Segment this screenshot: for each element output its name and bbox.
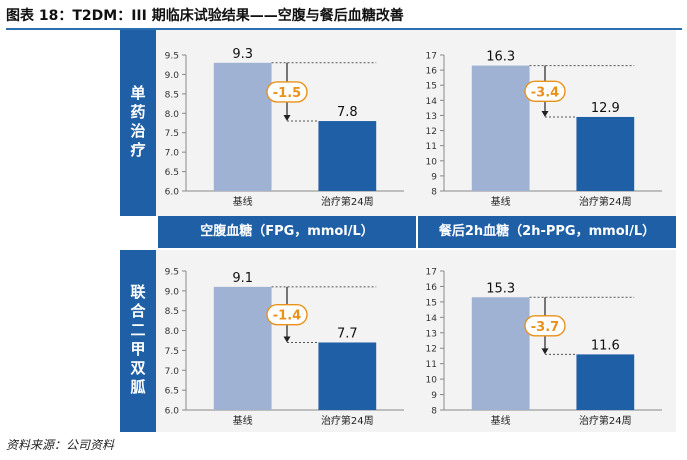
x-category-label: 基线 [491,195,511,208]
bar-baseline [471,65,530,191]
y-tick-label: 10 [426,376,438,386]
y-tick-label: 9.5 [165,52,179,62]
y-tick-label: 6.5 [165,168,179,178]
y-tick-label: 17 [426,268,437,278]
source-note: 资料来源：公司资料 [6,438,115,452]
bar-value-label: 15.3 [486,281,515,296]
delta-badge [524,315,566,337]
column-label-fpg: 空腹血糖（FPG，mmol/L） [158,216,416,248]
delta-badge [524,80,566,102]
bar-baseline [471,297,530,410]
bar-value-label: 7.7 [337,326,358,341]
x-category-label: 治疗第24周 [579,414,632,427]
x-category-label: 治疗第24周 [579,195,632,208]
bar-value-label: 16.3 [486,50,515,65]
y-tick-label: 8.5 [165,307,179,317]
y-tick-label: 11 [426,142,437,152]
delta-label: -1.4 [273,309,301,324]
bar-value-label: 9.3 [232,47,253,62]
row-label-monotherapy: 单药治疗 [120,30,156,216]
delta-arrow-head [541,348,549,355]
y-tick-label: 9 [431,172,437,182]
y-tick-label: 6.5 [165,387,179,397]
bar-baseline [213,62,272,192]
x-category-label: 治疗第24周 [321,414,374,427]
y-tick-label: 12 [426,127,437,137]
y-tick-label: 12 [426,345,437,355]
bar-value-label: 9.1 [232,271,253,286]
y-tick-label: 9.0 [165,71,180,81]
x-category-label: 基线 [233,195,253,208]
delta-arrow-head [283,115,291,122]
y-tick-label: 15 [426,298,437,308]
bar-value-label: 11.6 [591,338,620,353]
delta-arrow-head [283,336,291,343]
y-tick-label: 8.5 [165,90,179,100]
y-tick-label: 7.0 [165,149,180,159]
y-tick-label: 16 [426,67,438,77]
y-tick-label: 14 [426,97,438,107]
y-tick-label: 9.0 [165,287,180,297]
y-tick-label: 11 [426,360,437,370]
delta-label: -3.7 [531,320,559,335]
bar-baseline [213,286,272,410]
bar-value-label: 7.8 [337,105,358,120]
x-category-label: 治疗第24周 [321,195,374,208]
column-label-ppg: 餐后2h血糖（2h-PPG，mmol/L） [418,216,676,248]
y-tick-label: 13 [426,329,437,339]
delta-badge [266,81,308,103]
bar-week24 [576,116,635,191]
y-tick-label: 6.0 [165,407,180,417]
x-category-label: 基线 [233,414,253,427]
y-tick-label: 15 [426,82,437,92]
delta-arrow-head [541,110,549,117]
y-tick-label: 13 [426,112,437,122]
bar-value-label: 12.9 [591,101,620,116]
x-category-label: 基线 [491,414,511,427]
y-tick-label: 7.5 [165,129,179,139]
delta-label: -3.4 [531,85,559,100]
y-tick-label: 8.0 [165,110,180,120]
y-tick-label: 16 [426,283,438,293]
y-tick-label: 17 [426,52,437,62]
delta-label: -1.5 [273,86,301,101]
y-tick-label: 9.5 [165,268,179,278]
y-tick-label: 14 [426,314,438,324]
bar-week24 [318,342,377,410]
delta-badge [266,303,308,326]
bar-week24 [576,354,635,410]
y-tick-label: 10 [426,157,438,167]
y-tick-label: 8 [431,407,437,417]
y-tick-label: 9 [431,391,437,401]
figure-title: 图表 18：T2DM：III 期临床试验结果——空腹与餐后血糖改善 [6,4,682,30]
row-label-combination: 联合二甲双胍 [120,250,156,432]
y-tick-label: 6.0 [165,188,180,198]
y-tick-label: 8 [431,188,437,198]
y-tick-label: 7.0 [165,367,180,377]
y-tick-label: 7.5 [165,347,179,357]
y-tick-label: 8.0 [165,327,180,337]
bar-week24 [318,121,377,191]
